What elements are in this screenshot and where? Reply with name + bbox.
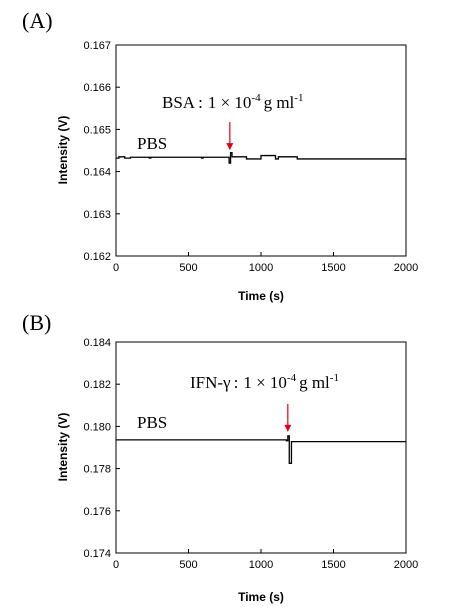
y-tick-label-a-0: 0.162 bbox=[83, 251, 111, 263]
annotation-a-unit: g ml bbox=[264, 93, 295, 112]
annotation-b-exp: -4 bbox=[287, 372, 297, 384]
x-tick-label-b-4: 2000 bbox=[394, 559, 418, 571]
series-line-b-0 bbox=[116, 435, 406, 464]
annotation-b-unit: g ml bbox=[299, 373, 330, 392]
annotation-a-prefix: BSA bbox=[162, 93, 196, 112]
y-tick-label-b-1: 0.176 bbox=[83, 506, 111, 518]
x-axis-label-a: Time (s) bbox=[238, 289, 284, 303]
x-tick-label-a-1: 500 bbox=[179, 262, 197, 274]
annotation-a-exp: -4 bbox=[251, 92, 261, 104]
x-tick-label-a-4: 2000 bbox=[394, 262, 418, 274]
annotation-b-unit-exp: -1 bbox=[330, 372, 339, 384]
annotation-b-value: 1 × 10 bbox=[243, 373, 287, 392]
y-tick-label-b-4: 0.182 bbox=[83, 379, 111, 391]
baseline-label-b: PBS bbox=[137, 413, 167, 432]
y-tick-label-a-2: 0.164 bbox=[83, 167, 111, 179]
y-tick-label-a-5: 0.167 bbox=[83, 40, 111, 52]
annotation-a: BSA:1 × 10-4 g ml-1 bbox=[162, 92, 303, 112]
y-tick-label-b-2: 0.178 bbox=[83, 464, 111, 476]
y-tick-label-b-3: 0.180 bbox=[83, 421, 111, 433]
annotation-a-unit-exp: -1 bbox=[294, 92, 303, 104]
x-tick-label-b-1: 500 bbox=[179, 559, 197, 571]
injection-arrowhead-a bbox=[226, 143, 234, 151]
x-tick-label-a-2: 1000 bbox=[249, 262, 273, 274]
y-tick-label-b-5: 0.184 bbox=[83, 337, 111, 349]
y-tick-label-a-4: 0.166 bbox=[83, 82, 111, 94]
x-tick-label-b-0: 0 bbox=[113, 559, 119, 571]
annotation-a-value: 1 × 10 bbox=[208, 93, 252, 112]
panel-label-a: (A) bbox=[22, 8, 53, 33]
y-axis-label-a: Intensity (V) bbox=[56, 116, 70, 185]
baseline-label-a: PBS bbox=[137, 134, 167, 153]
x-tick-label-b-2: 1000 bbox=[249, 559, 273, 571]
panel-label-b: (B) bbox=[22, 310, 51, 335]
annotation-b-sep: : bbox=[234, 373, 239, 392]
x-tick-label-a-0: 0 bbox=[113, 262, 119, 274]
y-axis-label-b: Intensity (V) bbox=[56, 413, 70, 482]
x-tick-label-a-3: 1500 bbox=[321, 262, 345, 274]
x-axis-label-b: Time (s) bbox=[238, 590, 284, 604]
y-tick-label-a-3: 0.165 bbox=[83, 124, 111, 136]
injection-arrowhead-b bbox=[284, 424, 292, 432]
series-line-a-0 bbox=[116, 151, 406, 164]
annotation-b-prefix: IFN-γ bbox=[190, 373, 231, 392]
annotation-b: IFN-γ:1 × 10-4 g ml-1 bbox=[190, 372, 339, 392]
y-tick-label-b-0: 0.174 bbox=[83, 548, 111, 560]
y-tick-label-a-1: 0.163 bbox=[83, 209, 111, 221]
annotation-a-sep: : bbox=[198, 93, 203, 112]
x-tick-label-b-3: 1500 bbox=[321, 559, 345, 571]
